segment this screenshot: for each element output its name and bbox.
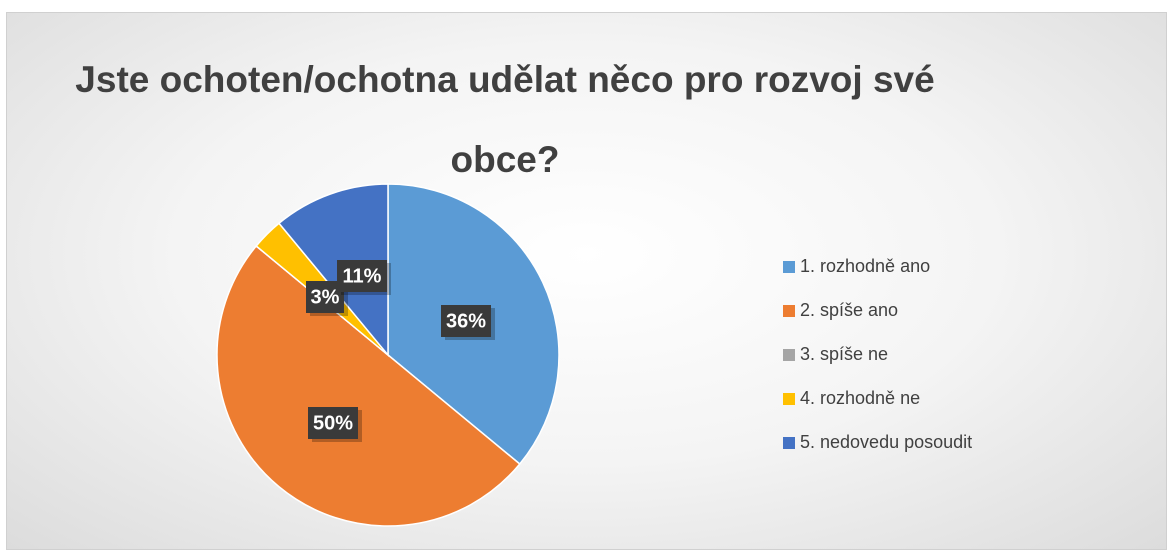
data-label: 50%: [313, 412, 353, 434]
data-label-box: [441, 305, 491, 337]
legend-swatch: [783, 349, 795, 361]
legend-label: 5. nedovedu posoudit: [800, 432, 972, 452]
legend-label: 2. spíše ano: [800, 300, 898, 320]
legend-swatch: [783, 393, 795, 405]
data-label: 3%: [311, 286, 340, 308]
data-label-box: [308, 407, 358, 439]
legend-label: 4. rozhodně ne: [800, 388, 920, 408]
pie-slice: [277, 183, 389, 358]
data-label-box: [337, 260, 387, 292]
pie-slice: [216, 244, 521, 527]
data-label: 11%: [343, 265, 382, 287]
data-label: 36%: [446, 310, 486, 332]
legend-swatch: [783, 305, 795, 317]
legend-swatch: [783, 437, 795, 449]
legend-label: 1. rozhodně ano: [800, 256, 930, 276]
chart-area: [6, 12, 1167, 550]
legend-swatch: [783, 261, 795, 273]
legend-label: 3. spíše ne: [800, 344, 888, 364]
chart-title: Jste ochoten/ochotna udělat něco pro roz…: [75, 59, 935, 180]
